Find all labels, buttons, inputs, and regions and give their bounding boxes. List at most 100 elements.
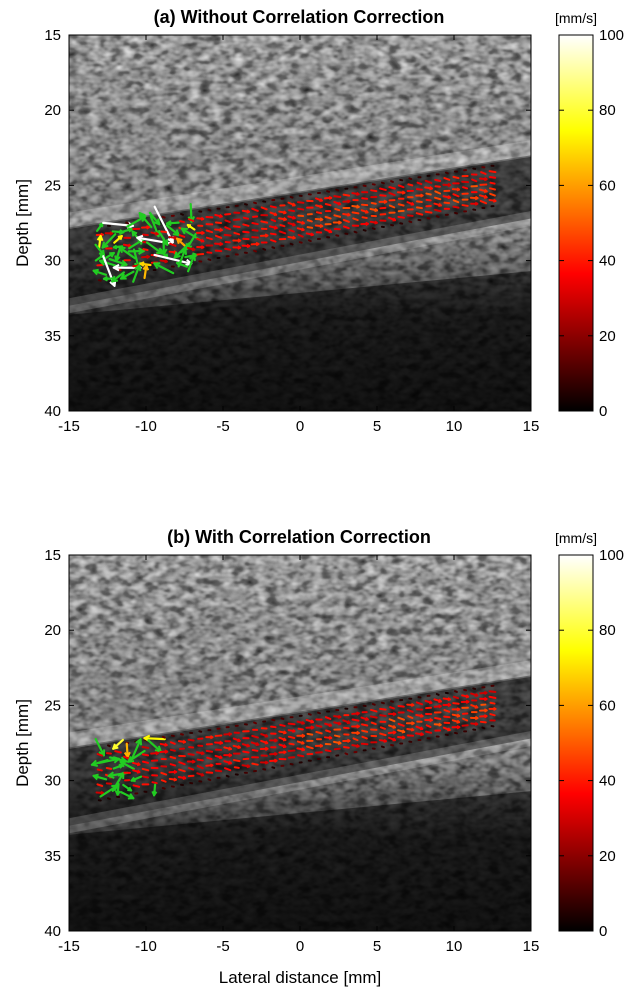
velocity-arrow: [361, 197, 369, 200]
velocity-arrow: [470, 692, 479, 698]
velocity-arrow: [205, 236, 213, 241]
vessel-upper-wall: [69, 660, 531, 750]
velocity-arrow: [196, 216, 205, 221]
panel-b-x-ticks: -15 -10 -5 0 5 10 15: [58, 555, 539, 955]
velocity-arrow: [434, 190, 442, 195]
y-tick-label: 40: [44, 403, 61, 420]
velocity-arrow: [242, 230, 250, 234]
velocity-arrow: [305, 745, 314, 750]
panel-a-colorbar-ticks: 0 20 40 60 80 100: [559, 27, 624, 420]
velocity-arrow: [205, 735, 214, 740]
vessel-lumen: [69, 155, 531, 306]
velocity-arrow: [175, 261, 189, 268]
velocity-arrow: [242, 750, 250, 754]
velocity-arrow: [112, 738, 125, 750]
velocity-arrow: [361, 735, 368, 740]
panel-b-y-ticks: 15 20 25 30 35 40: [44, 547, 531, 940]
velocity-arrow: [451, 707, 461, 712]
velocity-arrow: [287, 201, 296, 207]
velocity-arrow: [141, 767, 150, 772]
velocity-arrow: [105, 766, 113, 770]
deep-tissue: [69, 271, 531, 411]
velocity-arrow: [415, 713, 424, 718]
velocity-arrow: [361, 729, 369, 733]
velocity-arrow: [205, 763, 214, 768]
velocity-arrow: [387, 711, 397, 717]
velocity-arrow: [351, 724, 360, 729]
velocity-arrow: [250, 741, 260, 747]
velocity-arrow: [306, 219, 313, 223]
velocity-arrow: [297, 207, 305, 211]
velocity-arrow: [232, 238, 242, 243]
velocity-arrow: [306, 226, 314, 229]
velocity-arrow: [138, 212, 153, 229]
velocity-arrow: [102, 275, 116, 282]
velocity-arrow: [132, 761, 141, 767]
velocity-arrow: [362, 229, 367, 232]
velocity-arrow: [370, 708, 378, 713]
velocity-arrow: [289, 242, 294, 246]
vessel-lumen: [69, 675, 531, 826]
velocity-arrow: [233, 766, 240, 769]
velocity-arrow: [224, 226, 232, 231]
y-tick-label: 30: [44, 253, 61, 270]
velocity-arrow: [296, 201, 305, 204]
velocity-arrow: [287, 728, 296, 733]
velocity-arrow: [433, 698, 442, 703]
velocity-arrow: [326, 190, 331, 193]
velocity-arrow: [351, 730, 360, 736]
colorbar-tick-label: 20: [599, 848, 616, 865]
velocity-arrow: [415, 731, 424, 737]
velocity-arrow: [452, 175, 460, 180]
velocity-arrow: [242, 223, 250, 227]
velocity-arrow: [452, 199, 460, 204]
velocity-arrow: [424, 179, 433, 184]
vessel-lower-wall: [69, 210, 531, 314]
velocity-arrow: [415, 212, 424, 216]
velocity-arrow: [185, 232, 197, 251]
velocity-arrow: [97, 279, 102, 282]
velocity-arrow: [481, 726, 486, 730]
velocity-arrow: [224, 219, 231, 223]
velocity-arrow: [471, 178, 478, 183]
velocity-arrow: [470, 201, 479, 206]
panel-a-colorbar-unit: [mm/s]: [555, 10, 597, 26]
velocity-arrow: [250, 241, 260, 247]
velocity-arrow: [433, 202, 442, 208]
velocity-arrow: [379, 707, 387, 711]
velocity-arrow: [370, 201, 377, 205]
velocity-arrow: [114, 750, 122, 754]
velocity-arrow: [470, 721, 479, 726]
y-tick-label: 15: [44, 547, 61, 564]
y-tick-label: 30: [44, 773, 61, 790]
velocity-arrow: [479, 696, 488, 702]
velocity-arrow: [297, 233, 304, 238]
velocity-arrow: [333, 200, 342, 206]
x-tick-label: 10: [446, 418, 463, 435]
velocity-arrow: [387, 730, 397, 735]
velocity-arrow: [141, 753, 150, 757]
velocity-arrow: [278, 217, 287, 222]
colorbar-tick-label: 0: [599, 403, 607, 420]
velocity-arrow: [186, 759, 196, 764]
velocity-arrow: [260, 733, 269, 738]
velocity-arrow: [435, 215, 440, 218]
velocity-arrow: [332, 740, 342, 745]
velocity-arrow: [325, 729, 332, 733]
velocity-arrow: [425, 192, 432, 196]
velocity-arrow: [443, 709, 451, 713]
velocity-arrow: [127, 247, 145, 255]
velocity-arrow: [178, 761, 186, 766]
x-tick-label: -10: [135, 938, 157, 955]
velocity-arrow: [287, 722, 296, 726]
velocity-arrow: [161, 786, 166, 790]
velocity-arrow: [406, 702, 415, 708]
velocity-arrow: [397, 722, 405, 727]
velocity-arrow: [223, 233, 232, 237]
velocity-arrow: [305, 232, 314, 237]
velocity-arrow: [288, 228, 295, 233]
velocity-arrow: [279, 224, 286, 228]
velocity-arrow: [207, 208, 212, 212]
velocity-arrow: [296, 720, 305, 725]
velocity-arrow: [351, 711, 360, 716]
